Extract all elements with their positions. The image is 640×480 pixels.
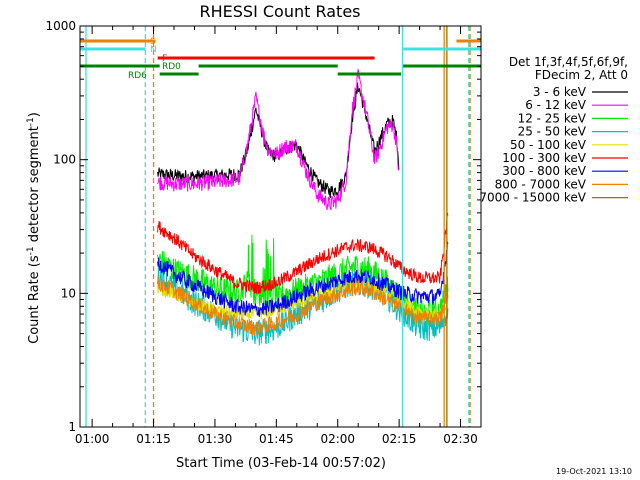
legend-label-8: 7000 - 15000 keV bbox=[479, 191, 586, 205]
legend-label-3: 25 - 50 keV bbox=[518, 125, 587, 139]
y-tick-label: 1000 bbox=[45, 19, 76, 33]
x-tick-label: 01:30 bbox=[198, 432, 233, 446]
chart-title: RHESSI Count Rates bbox=[200, 2, 361, 21]
series-line-6 bbox=[157, 241, 449, 318]
legend-label-1: 6 - 12 keV bbox=[525, 98, 587, 112]
y-label-part2: detector segment bbox=[27, 126, 42, 246]
legend-label-7: 800 - 7000 keV bbox=[495, 177, 587, 191]
legend-label-5: 100 - 300 keV bbox=[502, 151, 586, 165]
series-layer bbox=[157, 68, 449, 346]
x-tick-label: 02:15 bbox=[382, 432, 417, 446]
flag-label-s: S bbox=[150, 37, 156, 47]
legend-label-4: 50 - 100 keV bbox=[510, 138, 587, 152]
legend-header-2: FDecim 2, Att 0 bbox=[535, 68, 628, 82]
y-label-part1: Count Rate (s bbox=[27, 255, 42, 344]
y-label-sup2: -1 bbox=[26, 117, 36, 126]
y-tick-label: 100 bbox=[53, 153, 76, 167]
legend-label-0: 3 - 6 keV bbox=[533, 85, 587, 99]
y-label-end: ) bbox=[27, 112, 42, 117]
x-tick-label: 01:45 bbox=[259, 432, 294, 446]
axes-layer: 1 10 100 1000 01:00 01:15 01:30 01:45 02:00 02:15… bbox=[45, 19, 482, 446]
legend-label-2: 12 - 25 keV bbox=[518, 111, 587, 125]
series-line-7 bbox=[157, 275, 449, 336]
legend-header-1: Det 1f,3f,4f,5f,6f,9f, bbox=[509, 55, 628, 69]
flag-label-rd0: RD0 bbox=[162, 62, 181, 72]
timestamp: 19-Oct-2021 13:10 bbox=[556, 467, 632, 476]
y-tick-label: 10 bbox=[61, 286, 76, 300]
x-tick-label: 01:00 bbox=[75, 432, 110, 446]
legend: Det 1f,3f,4f,5f,6f,9f, FDecim 2, Att 0 3… bbox=[479, 55, 628, 205]
flag-label-n: N bbox=[150, 45, 157, 55]
flag-label-f: F bbox=[162, 54, 167, 64]
x-tick-label: 02:00 bbox=[320, 432, 355, 446]
plot-frame bbox=[79, 25, 482, 428]
x-tick-label: 02:30 bbox=[443, 432, 478, 446]
x-tick-label: 01:15 bbox=[136, 432, 171, 446]
y-tick-label: 1 bbox=[68, 420, 76, 434]
legend-label-6: 300 - 800 keV bbox=[502, 164, 586, 178]
y-label-sup1: -1 bbox=[26, 246, 36, 255]
series-line-5 bbox=[157, 212, 449, 294]
x-axis-label: Start Time (03-Feb-14 00:57:02) bbox=[176, 456, 386, 471]
vertical-lines-layer bbox=[85, 26, 471, 427]
series-line-1 bbox=[157, 68, 400, 211]
flag-label-rd6: RD6 bbox=[128, 71, 147, 81]
y-axis-label: Count Rate (s-1 detector segment-1) bbox=[26, 112, 42, 344]
